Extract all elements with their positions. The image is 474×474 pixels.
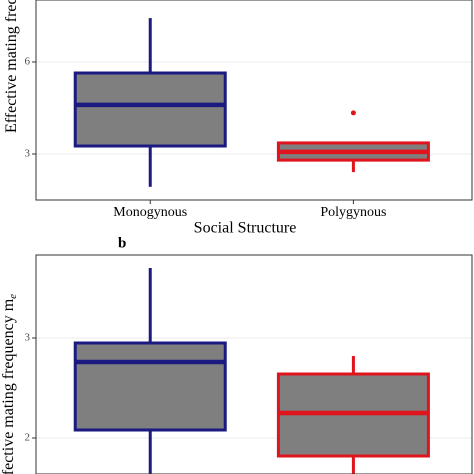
y-axis-label-text: Effective mating frequency m: [0, 298, 17, 474]
x-axis-label: Social Structure: [194, 220, 297, 237]
x-tick-label: Monogynous: [113, 205, 187, 220]
panel-tag: b: [118, 235, 126, 251]
y-tick-label: 2: [25, 432, 31, 444]
y-axis-label: Effective mating frequency me: [3, 0, 22, 133]
y-axis-label-text: Effective mating frequency m: [3, 0, 20, 133]
y-axis-label-subscript: e: [7, 294, 19, 299]
plot-area: [36, 255, 472, 474]
box: [73, 341, 227, 432]
plot-area: [36, 0, 472, 200]
y-tick-label: 3: [25, 148, 31, 160]
x-tick-label: Polygynous: [320, 205, 386, 220]
panel-border: [35, 0, 473, 201]
y-axis-label: Effective mating frequency me: [0, 294, 19, 474]
box: [73, 71, 227, 148]
panel-border: [35, 254, 473, 474]
outlier: [350, 110, 356, 116]
y-tick-label: 6: [25, 55, 31, 67]
y-tick-label: 3: [25, 332, 31, 344]
